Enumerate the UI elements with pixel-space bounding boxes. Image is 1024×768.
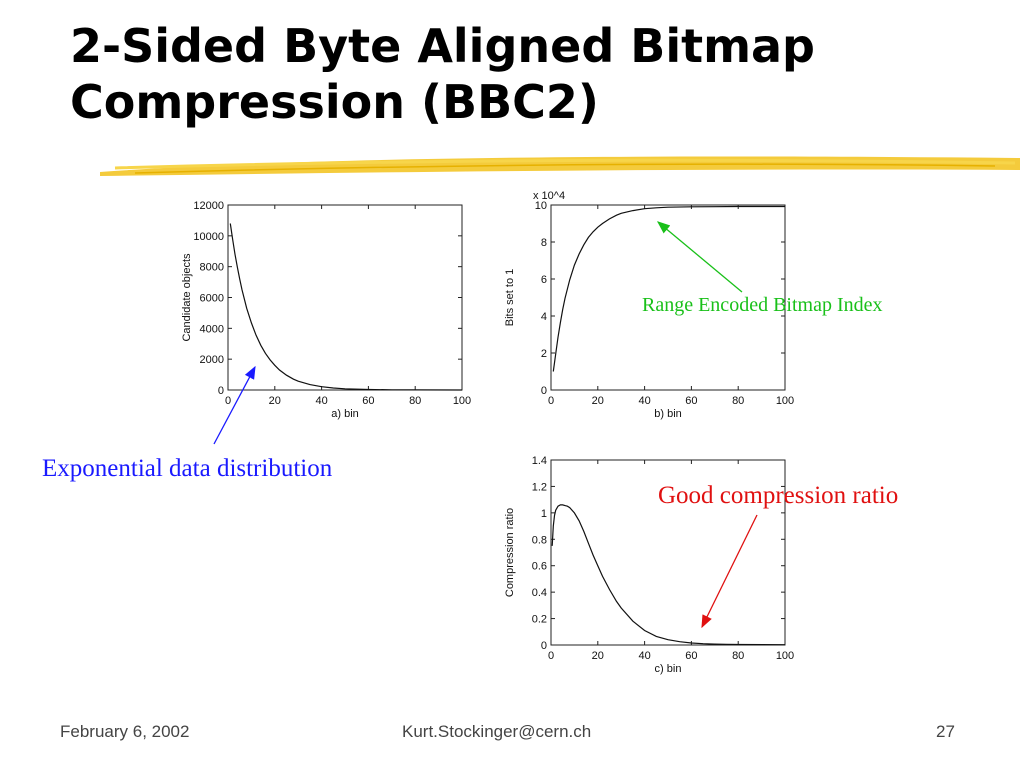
y-tick-label: 10000 [193,231,224,243]
y-tick-label: 2000 [200,354,224,366]
x-tick-label: 60 [362,395,374,407]
x-axis-label: c) bin [655,663,682,675]
y-tick-label: 0.8 [532,534,547,546]
x-tick-label: 60 [685,395,697,407]
x-tick-label: 40 [315,395,327,407]
x-tick-label: 20 [592,650,604,662]
chart-candidate-objects: 0 20 40 60 80 100 0 2000 4000 6000 8000 10000 12000 a… [181,200,471,420]
annotation-exponential: Exponential data distribution [42,455,333,482]
y-tick-label: 4000 [200,323,224,335]
series-line [551,504,786,646]
y-tick-label: 1.2 [532,481,547,493]
footer-email: Kurt.Stockinger@cern.ch [402,722,592,741]
series-line [229,223,463,391]
slide-title: 2-Sided Byte Aligned Bitmap Compression … [70,18,1010,130]
x-tick-label: 60 [685,650,697,662]
x-tick-label: 20 [592,395,604,407]
y-tick-label: 0.4 [532,587,547,599]
x-tick-label: 0 [225,395,231,407]
arrow-exponential [213,365,256,445]
plot-frame [550,204,786,391]
chart-compression-ratio: 0 20 40 60 80 100 0 0.2 0.4 0.6 0.8 1 1.2 1.4 c) bin Co… [504,455,794,675]
footer-date: February 6, 2002 [60,722,190,741]
y-tick-label: 0 [541,385,547,397]
y-axis-label: Compression ratio [504,508,516,597]
plot-frame [550,459,786,646]
annotation-good-compression: Good compression ratio [658,482,899,509]
title-highlighter-underline [100,156,1020,176]
y-tick-label: 10 [535,200,547,212]
y-tick-label: 8 [541,237,547,249]
y-tick-label: 6000 [200,293,224,305]
x-tick-label: 100 [776,395,794,407]
y-axis-multiplier: x 10^4 [533,190,565,202]
x-tick-label: 20 [269,395,281,407]
x-tick-label: 80 [732,395,744,407]
x-axis-label: a) bin [331,408,359,420]
slide-title-line-2: Compression (BBC2) [70,75,599,129]
y-tick-label: 1 [541,508,547,520]
x-axis-label: b) bin [654,408,682,420]
arrow-good-compression [701,514,758,629]
x-tick-label: 80 [409,395,421,407]
x-tick-label: 0 [548,395,554,407]
x-tick-label: 40 [638,395,650,407]
y-axis-label: Bits set to 1 [504,269,516,326]
slide-title-line-1: 2-Sided Byte Aligned Bitmap [70,19,815,73]
y-tick-label: 2 [541,348,547,360]
y-tick-label: 0.6 [532,561,547,573]
x-tick-label: 40 [638,650,650,662]
footer-page-number: 27 [936,722,955,741]
y-tick-label: 6 [541,274,547,286]
x-tick-label: 0 [548,650,554,662]
chart-bits-set: 0 20 40 60 80 100 0 2 4 6 8 10 b) bin Bits set to 1 x … [504,190,794,420]
y-tick-label: 0.2 [532,614,547,626]
y-tick-label: 0 [218,385,224,397]
y-tick-label: 12000 [193,200,224,212]
arrow-range-encoded [657,221,743,293]
series-line [552,205,785,372]
x-tick-label: 80 [732,650,744,662]
annotation-range-encoded: Range Encoded Bitmap Index [642,294,883,316]
x-tick-label: 100 [776,650,794,662]
y-tick-label: 4 [541,311,547,323]
y-tick-label: 1.4 [532,455,547,467]
y-axis-label: Candidate objects [181,253,193,342]
y-tick-label: 0 [541,640,547,652]
y-tick-label: 8000 [200,262,224,274]
x-tick-label: 100 [453,395,471,407]
